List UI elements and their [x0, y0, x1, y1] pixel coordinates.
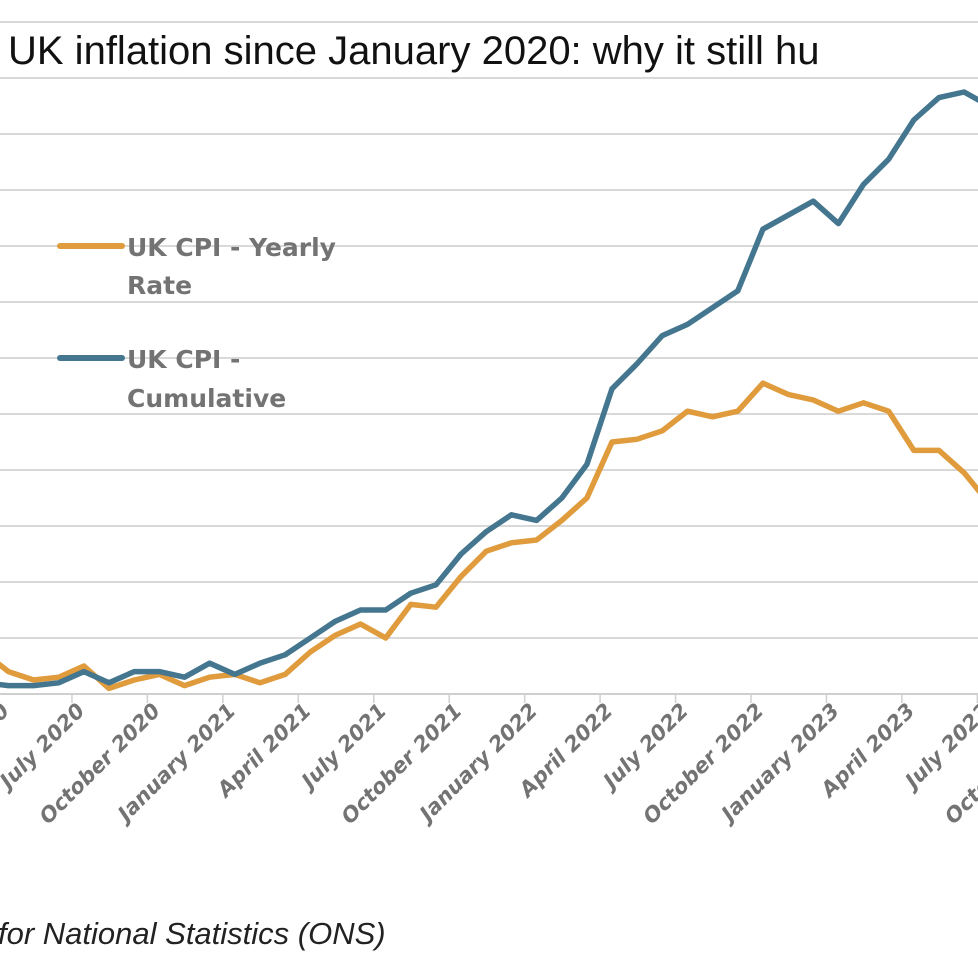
- chart-title: UK inflation since January 2020: why it …: [8, 29, 820, 73]
- series-line-cumulative: [0, 89, 978, 689]
- legend: UK CPI - Yearly Rate UK CPI - Cumulative: [57, 233, 336, 413]
- gridlines: [0, 21, 978, 695]
- legend-label-cumulative-line2: Cumulative: [127, 384, 286, 413]
- legend-label-cumulative-line1: UK CPI -: [127, 345, 240, 374]
- legend-label-yearly-line2: Rate: [127, 271, 192, 300]
- x-axis-ticks: [71, 694, 978, 703]
- series-lines: [0, 89, 978, 692]
- legend-label-yearly-line1: UK CPI - Yearly: [127, 233, 336, 262]
- series-line-yearly-rate: [0, 380, 978, 692]
- source-note: for National Statistics (ONS): [0, 916, 386, 951]
